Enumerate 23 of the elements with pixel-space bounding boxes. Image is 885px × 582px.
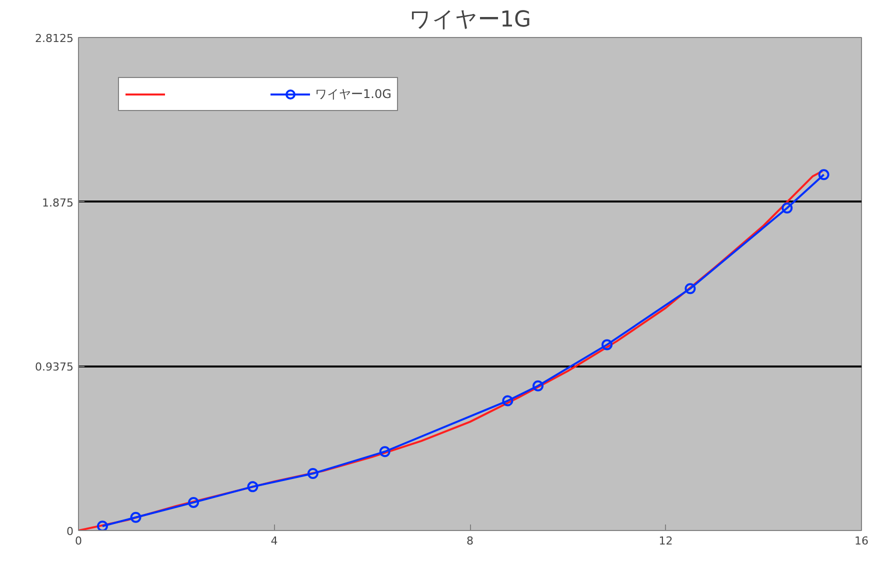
y-tick-label: 0.9375 (35, 360, 74, 374)
point (782, 202, 793, 214)
point (96, 520, 108, 530)
point (307, 468, 318, 480)
x-tick-label: 8 (466, 534, 474, 548)
point (602, 339, 613, 350)
point (188, 496, 200, 508)
y-tick-label: 1.875 (42, 196, 74, 210)
y-tick-label: 0 (66, 525, 74, 538)
point (379, 446, 390, 458)
x-tick-label: 0 (75, 534, 82, 548)
chart-title: ワイヤー1G (408, 8, 532, 32)
point (818, 169, 830, 180)
y-tick-label: 2.8125 (35, 32, 74, 45)
point (502, 395, 514, 406)
x-tick-label: 12 (658, 534, 673, 548)
point (247, 481, 258, 492)
point (684, 283, 696, 294)
legend-label: ワイヤー1.0G (315, 86, 392, 102)
point (532, 380, 544, 392)
point (130, 512, 142, 523)
x-tick-label: 16 (854, 534, 868, 548)
x-tick-label: 4 (270, 534, 278, 548)
